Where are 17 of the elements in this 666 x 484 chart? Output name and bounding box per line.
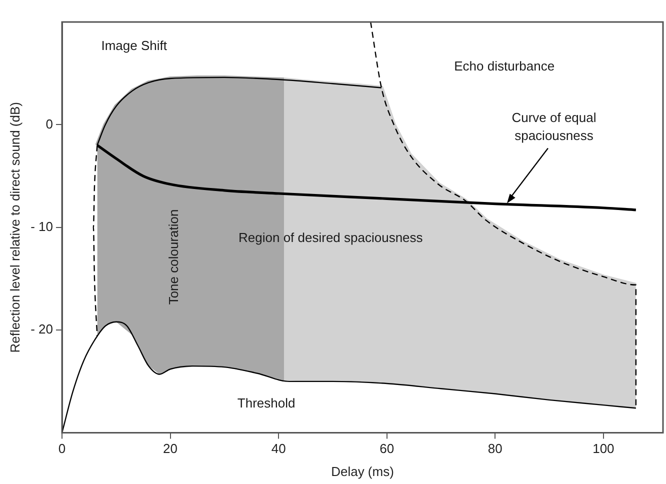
x-tick-label: 80 bbox=[488, 441, 502, 456]
x-tick-label: 100 bbox=[592, 441, 614, 456]
y-tick-label: - 20 bbox=[30, 322, 53, 337]
x-tick-label: 0 bbox=[58, 441, 66, 456]
annotation: Tone colouration bbox=[166, 209, 181, 305]
x-axis-title: Delay (ms) bbox=[331, 464, 394, 479]
x-tick-label: 20 bbox=[163, 441, 178, 456]
annotation: Echo disturbance bbox=[454, 58, 555, 74]
annotation: Threshold bbox=[237, 396, 296, 411]
y-tick-label: - 10 bbox=[30, 218, 53, 234]
x-tick-label: 60 bbox=[380, 441, 394, 456]
annotation: Image Shift bbox=[101, 38, 168, 54]
y-tick-label: 0 bbox=[46, 116, 53, 132]
x-tick-label: 40 bbox=[271, 441, 286, 456]
annotation: Region of desired spaciousness bbox=[238, 230, 424, 246]
annotation: Curve of equal spaciousness bbox=[512, 110, 596, 143]
y-axis-title: Reflection level relative to direct sound (dB) bbox=[7, 102, 22, 353]
